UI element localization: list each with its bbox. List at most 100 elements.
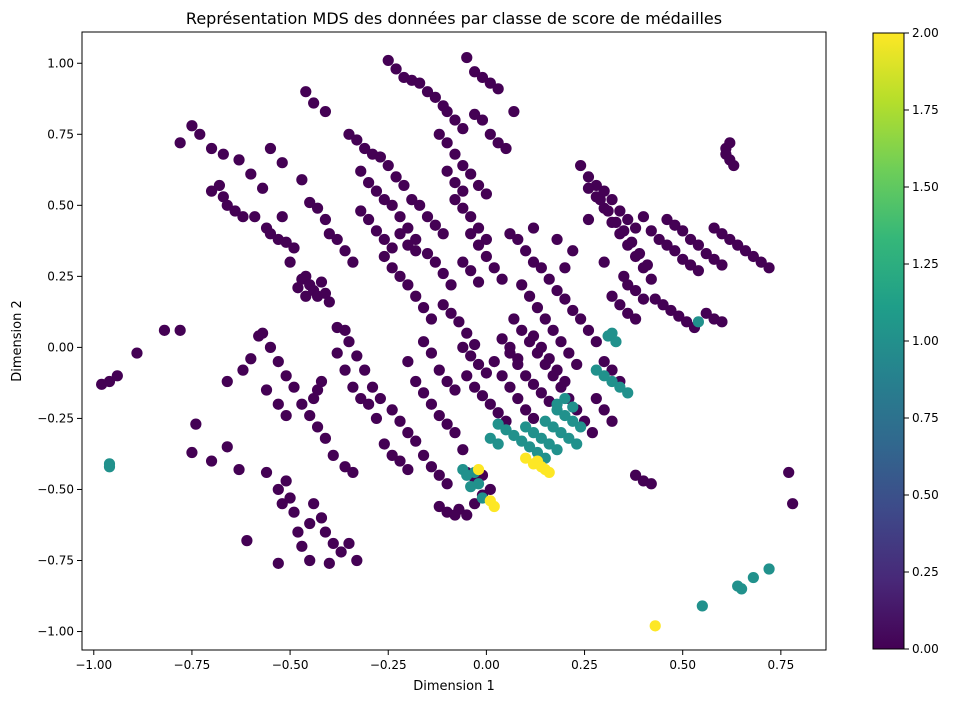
data-point-class-0 — [527, 378, 540, 390]
data-point-class-0 — [370, 412, 383, 425]
data-point-class-0 — [394, 455, 406, 467]
colorbar-tick-label: 2.00 — [912, 26, 939, 40]
data-point-class-0 — [469, 381, 481, 393]
data-point-class-0 — [700, 307, 712, 319]
data-point-class-0 — [520, 245, 532, 257]
data-point-class-0 — [272, 398, 284, 410]
data-point-class-0 — [323, 296, 335, 308]
data-point-class-1 — [610, 336, 622, 348]
data-point-class-0 — [347, 466, 359, 479]
data-point-class-1 — [547, 421, 559, 433]
data-point-class-0 — [410, 375, 422, 388]
data-point-class-1 — [606, 375, 618, 388]
data-point-class-0 — [402, 279, 414, 291]
data-point-class-0 — [449, 509, 461, 521]
data-point-class-1 — [559, 392, 571, 405]
data-point-class-0 — [257, 182, 269, 194]
data-point-class-0 — [488, 356, 500, 368]
x-tick-label: 0.75 — [767, 658, 794, 672]
data-point-class-1 — [543, 438, 555, 450]
data-point-class-1 — [508, 429, 520, 442]
data-point-class-0 — [783, 466, 795, 479]
data-point-class-1 — [590, 364, 602, 376]
data-point-class-0 — [323, 557, 335, 569]
data-point-class-0 — [555, 336, 567, 348]
data-point-class-1 — [484, 432, 496, 444]
data-point-class-0 — [249, 211, 261, 223]
data-point-class-0 — [708, 222, 720, 234]
x-tick-label: 0.00 — [473, 658, 500, 672]
data-point-class-0 — [315, 375, 328, 388]
data-point-class-0 — [496, 333, 508, 345]
data-point-class-0 — [531, 302, 544, 314]
data-point-class-0 — [347, 381, 359, 393]
x-tick-label: 0.25 — [571, 658, 598, 672]
colorbar-axis: 0.00 0.25 0.50 0.75 1.00 1.25 1.50 1.75 2.00 — [904, 26, 939, 656]
data-point-class-0 — [488, 262, 500, 274]
data-point-class-0 — [433, 364, 445, 376]
x-tick-label: −0.25 — [370, 658, 407, 672]
data-point-class-0 — [637, 293, 650, 305]
data-point-class-0 — [692, 265, 705, 277]
data-point-class-0 — [567, 304, 579, 317]
data-point-class-0 — [402, 463, 414, 476]
data-point-class-0 — [260, 384, 273, 396]
points-layer — [96, 51, 799, 632]
data-point-class-1 — [551, 398, 563, 410]
data-point-class-0 — [484, 483, 496, 496]
data-point-class-0 — [339, 245, 351, 257]
data-point-class-0 — [429, 219, 441, 231]
data-point-class-0 — [394, 228, 406, 240]
data-point-class-0 — [732, 239, 744, 251]
data-point-class-0 — [311, 384, 324, 396]
data-point-class-1 — [747, 571, 759, 584]
data-point-class-0 — [571, 358, 583, 371]
data-point-class-0 — [382, 54, 394, 67]
data-point-class-0 — [315, 512, 328, 524]
data-point-class-0 — [406, 194, 418, 206]
data-point-class-0 — [449, 194, 461, 206]
data-point-class-0 — [629, 469, 642, 481]
data-point-class-0 — [543, 273, 555, 285]
data-point-class-0 — [288, 506, 300, 518]
data-point-class-0 — [724, 233, 736, 246]
data-point-class-0 — [205, 455, 218, 467]
data-point-class-1 — [563, 432, 575, 444]
colorbar-tick-label: 1.50 — [912, 180, 939, 194]
data-point-class-0 — [437, 299, 449, 311]
data-point-class-0 — [480, 250, 492, 263]
y-tick-label: −1.00 — [37, 625, 74, 639]
data-point-class-0 — [539, 313, 551, 325]
y-tick-label: −0.50 — [37, 482, 74, 496]
data-point-class-0 — [582, 171, 595, 183]
data-point-class-0 — [465, 228, 477, 240]
data-point-class-0 — [194, 128, 206, 140]
data-point-class-0 — [645, 478, 657, 490]
data-point-class-1 — [567, 401, 579, 413]
data-point-class-0 — [221, 199, 233, 211]
data-point-class-0 — [469, 338, 481, 351]
data-point-class-0 — [527, 412, 540, 425]
data-point-class-0 — [280, 370, 292, 382]
data-point-class-0 — [476, 390, 489, 402]
data-point-class-0 — [716, 259, 728, 271]
data-point-class-0 — [669, 245, 681, 257]
data-point-class-0 — [461, 370, 473, 382]
data-point-class-0 — [606, 415, 618, 427]
data-point-class-0 — [355, 392, 367, 405]
data-point-class-0 — [351, 554, 363, 567]
data-point-class-0 — [398, 179, 410, 192]
data-point-class-0 — [520, 370, 532, 382]
data-point-class-0 — [378, 233, 390, 246]
data-point-class-0 — [512, 392, 524, 405]
data-point-class-0 — [598, 185, 610, 197]
data-point-class-0 — [504, 381, 516, 393]
data-point-class-0 — [543, 353, 555, 365]
data-point-class-0 — [559, 293, 571, 305]
data-point-class-0 — [304, 409, 316, 422]
data-point-class-1 — [492, 438, 504, 450]
data-point-class-0 — [319, 105, 332, 118]
y-tick-label: 0.50 — [47, 198, 74, 212]
data-point-class-0 — [535, 387, 547, 399]
